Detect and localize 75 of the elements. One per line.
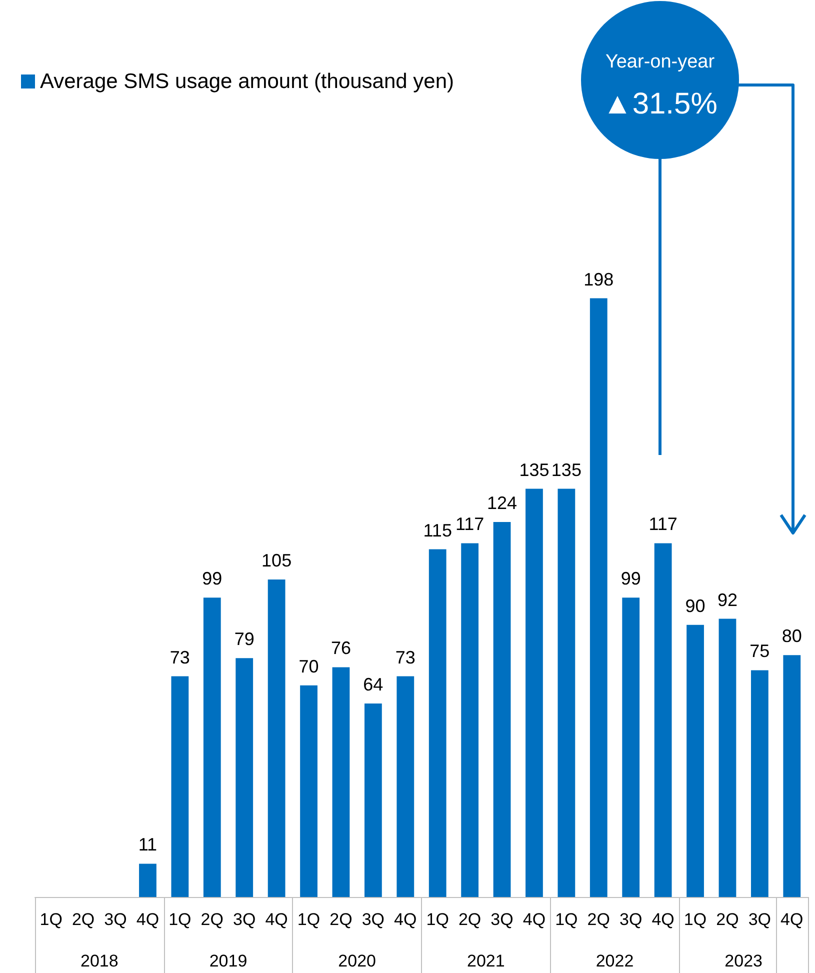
text: 2020	[338, 952, 376, 970]
bar	[300, 685, 318, 897]
data-label: 79	[234, 629, 254, 650]
data-label: 99	[202, 568, 222, 589]
bar	[718, 618, 736, 897]
bar	[590, 298, 608, 897]
data-label: 135	[519, 460, 550, 480]
x-tick-label: 2Q	[716, 910, 739, 929]
x-tick-label: 2Q	[587, 910, 610, 929]
data-label: 117	[648, 514, 678, 534]
x-tick-label: 4Q	[136, 910, 160, 929]
x-tick-label: 3Q	[104, 910, 127, 929]
x-tick-label: 4Q	[394, 910, 417, 929]
text: Year-on-year	[605, 52, 716, 72]
x-tick-label: 1Q	[297, 910, 320, 929]
bar	[622, 598, 640, 897]
text: 2023	[724, 952, 762, 970]
x-tick-label: 4Q	[522, 910, 546, 929]
data-label: 80	[782, 626, 802, 646]
bar	[461, 543, 479, 897]
x-tick-label: 3Q	[490, 910, 514, 929]
text: ▲31.5%	[602, 88, 718, 120]
data-label: 11	[138, 834, 158, 855]
data-label: 105	[262, 550, 292, 570]
x-tick-label: 1Q	[168, 910, 192, 929]
bar	[171, 676, 189, 897]
bar	[526, 488, 543, 897]
bar	[364, 703, 382, 897]
x-tick-label: 1Q	[40, 910, 62, 929]
x-tick-label: 4Q	[652, 910, 674, 929]
bar	[654, 543, 672, 897]
bar	[493, 522, 511, 897]
data-label: 90	[685, 596, 706, 616]
legend-label: Average SMS usage amount (thousand yen)	[40, 70, 454, 93]
text: 2018	[80, 952, 118, 970]
data-label: 124	[486, 493, 518, 514]
x-tick-label: 4Q	[780, 910, 804, 929]
data-label: 99	[620, 568, 641, 589]
data-label: 135	[551, 460, 582, 480]
bar	[332, 667, 350, 897]
bar	[558, 488, 576, 897]
x-tick-label: 3Q	[362, 910, 385, 929]
bar	[686, 624, 704, 897]
data-label: 64	[363, 674, 384, 694]
data-label: 115	[423, 520, 452, 540]
x-tick-label: 3Q	[620, 910, 642, 929]
x-tick-label: 4Q	[265, 910, 288, 929]
data-label: 76	[330, 638, 351, 658]
x-tick-label: 1Q	[426, 910, 449, 929]
text: 2019	[209, 952, 248, 970]
bar	[139, 864, 156, 897]
x-tick-label: 2Q	[330, 910, 352, 929]
data-label: 73	[395, 647, 416, 668]
x-tick-label: 1Q	[684, 910, 707, 929]
x-tick-label: 2Q	[72, 910, 95, 929]
x-tick-label: 1Q	[555, 910, 578, 929]
bar	[428, 549, 446, 897]
bar	[396, 676, 414, 897]
data-label: 75	[750, 641, 770, 662]
data-label: 92	[717, 590, 738, 610]
bar	[236, 658, 254, 897]
x-tick-label: 3Q	[748, 910, 772, 929]
data-label: 70	[298, 656, 319, 676]
bar	[750, 670, 768, 897]
bar	[203, 598, 221, 897]
text: 2022	[596, 952, 634, 970]
x-tick-label: 3Q	[233, 910, 256, 929]
data-label: 117	[455, 514, 484, 534]
x-tick-label: 2Q	[200, 910, 224, 929]
bar	[783, 655, 801, 897]
data-label: 73	[170, 647, 190, 668]
text: 2021	[467, 952, 505, 970]
data-label: 198	[584, 269, 614, 290]
bar	[268, 580, 286, 897]
x-tick-label: 2Q	[458, 910, 482, 929]
